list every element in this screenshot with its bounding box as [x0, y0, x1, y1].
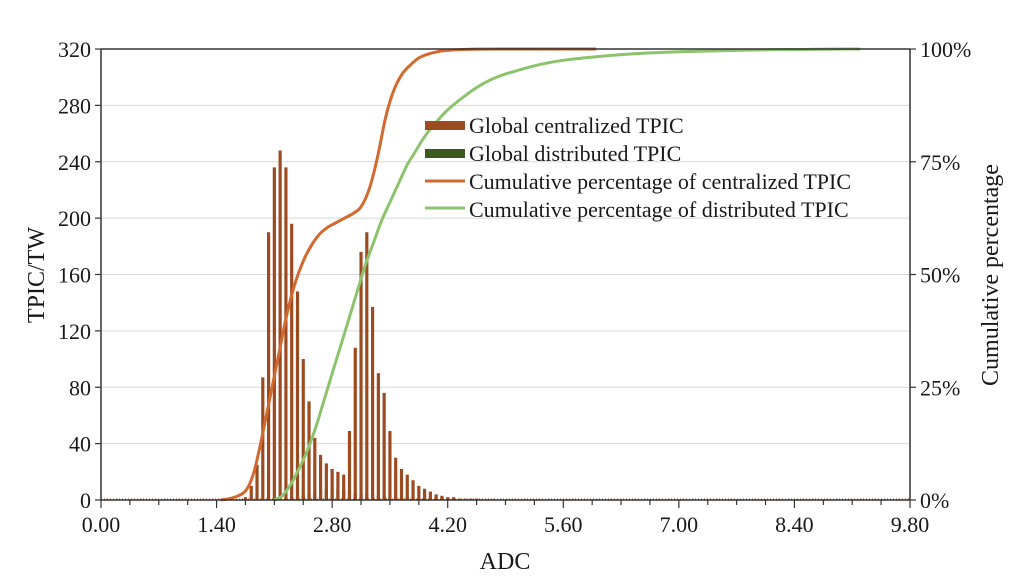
- cumulative-distributed-line: [273, 47, 861, 502]
- y2-axis-title: Cumulative percentage: [978, 164, 1004, 386]
- axis-ticks: [95, 48, 916, 508]
- centralized-bar: [405, 474, 409, 500]
- centralized-bar: [359, 251, 363, 500]
- centralized-bar: [330, 468, 334, 500]
- centralized-bar: [266, 232, 271, 500]
- x-tick-label: 4.20: [428, 512, 467, 537]
- centralized-bar: [371, 306, 375, 500]
- legend-swatch-distributed: [425, 149, 465, 158]
- centralized-bar: [394, 457, 398, 500]
- y-tick-label: 120: [58, 319, 91, 344]
- centralized-bar: [353, 347, 357, 500]
- y2-tick-label: 100%: [920, 37, 971, 62]
- x-tick-label: 0.00: [82, 512, 121, 537]
- y2-tick-labels: 0% 25% 50% 75% 100%: [920, 37, 971, 513]
- legend-label-centralized: Global centralized TPIC: [469, 113, 684, 138]
- legend: Global centralized TPIC Global distribut…: [425, 113, 851, 222]
- gridlines: [101, 104, 910, 445]
- centralized-bar: [336, 471, 340, 500]
- centralized-bar: [255, 464, 259, 500]
- y-tick-label: 240: [58, 150, 91, 175]
- y-tick-label: 80: [69, 375, 91, 400]
- legend-label-cum-centralized: Cumulative percentage of centralized TPI…: [469, 169, 851, 194]
- centralized-bar: [399, 468, 404, 500]
- centralized-bar: [313, 437, 317, 500]
- cumulative-centralized-line: [220, 47, 597, 502]
- centralized-bar: [249, 485, 253, 500]
- legend-label-cum-distributed: Cumulative percentage of distributed TPI…: [469, 197, 849, 222]
- centralized-bar: [376, 373, 380, 500]
- x-axis-title: ADC: [480, 549, 531, 575]
- centralized-bar: [278, 150, 282, 500]
- y-tick-label: 200: [58, 206, 91, 231]
- x-tick-label: 5.60: [544, 512, 583, 537]
- centralized-bar: [295, 291, 300, 500]
- centralized-bar: [272, 167, 276, 500]
- centralized-bar: [423, 488, 427, 500]
- y-tick-label: 160: [58, 263, 91, 288]
- centralized-bar: [428, 491, 432, 500]
- x-tick-label: 7.00: [660, 512, 699, 537]
- centralized-bar: [307, 401, 311, 500]
- centralized-bar: [284, 167, 288, 500]
- x-tick-label: 9.80: [891, 512, 930, 537]
- centralized-bar: [417, 485, 421, 500]
- centralized-bar: [324, 463, 328, 500]
- centralized-bar: [318, 454, 323, 500]
- centralized-bar: [347, 430, 352, 500]
- y-tick-labels: 0 40 80 120 160 200 240 280 320: [58, 37, 91, 513]
- centralized-bar: [382, 392, 386, 500]
- y2-tick-label: 0%: [920, 488, 949, 513]
- centralized-bar: [365, 232, 369, 500]
- centralized-bar: [446, 497, 450, 500]
- centralized-bar: [434, 494, 438, 500]
- centralized-bar: [290, 223, 294, 500]
- centralized-bar: [301, 359, 305, 500]
- centralized-bar: [411, 480, 415, 500]
- x-tick-labels: 0.00 1.40 2.80 4.20 5.60 7.00 8.40 9.80: [82, 512, 930, 537]
- cumulative-lines: [220, 47, 861, 502]
- centralized-bar: [388, 430, 392, 500]
- centralized-bar: [342, 474, 346, 500]
- y-tick-label: 320: [58, 37, 91, 62]
- x-tick-label: 2.80: [313, 512, 352, 537]
- y-tick-label: 0: [80, 488, 91, 513]
- legend-label-distributed: Global distributed TPIC: [469, 141, 681, 166]
- x-tick-label: 8.40: [775, 512, 814, 537]
- y2-tick-label: 50%: [920, 263, 960, 288]
- legend-swatch-centralized: [425, 121, 465, 130]
- centralized-bar: [451, 497, 456, 500]
- y-tick-label: 280: [58, 93, 91, 118]
- y2-tick-label: 25%: [920, 375, 960, 400]
- x-tick-label: 1.40: [197, 512, 236, 537]
- y-axis-title: TPIC/TW: [24, 227, 50, 323]
- centralized-bar: [440, 495, 444, 500]
- y-tick-label: 40: [69, 432, 91, 457]
- y2-tick-label: 75%: [920, 150, 960, 175]
